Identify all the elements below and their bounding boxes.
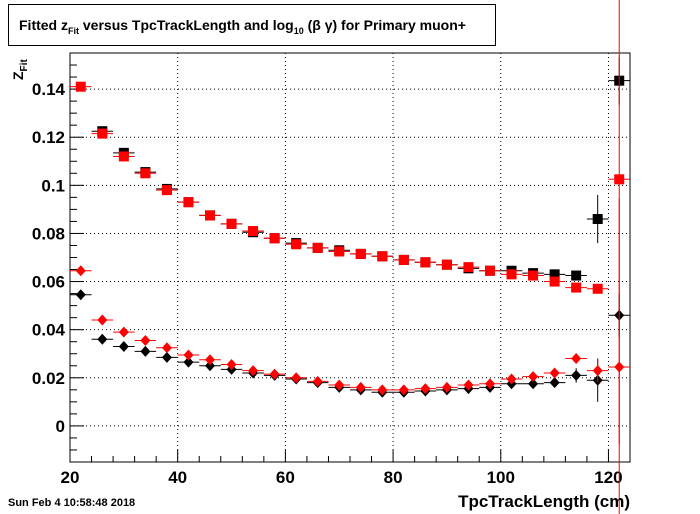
plot-frame bbox=[69, 52, 631, 463]
series-1-point-2 bbox=[118, 151, 129, 162]
y-axis-label: ZFit bbox=[10, 59, 30, 80]
y-tick-label-3: 0.06 bbox=[32, 273, 65, 292]
series-1-point-24 bbox=[592, 283, 603, 294]
series-1-point-22 bbox=[549, 276, 560, 287]
y-tick-label-1: 0.02 bbox=[32, 369, 65, 388]
series-3-point-3 bbox=[140, 335, 151, 347]
series-3-point-6 bbox=[205, 354, 215, 366]
series-1-point-3 bbox=[140, 168, 151, 179]
x-tick-label-0: 20 bbox=[61, 468, 80, 487]
series-0-point-23 bbox=[592, 214, 603, 225]
series-3-point-4 bbox=[161, 342, 172, 354]
series-1-point-5 bbox=[183, 197, 194, 208]
y-tick-label-0: 0 bbox=[56, 417, 65, 436]
series-1-point-6 bbox=[205, 210, 215, 221]
series-3-point-17 bbox=[441, 381, 452, 393]
timestamp: Sun Feb 4 10:58:48 2018 bbox=[8, 497, 136, 509]
series-2-point-22 bbox=[549, 377, 560, 389]
x-tick-label-3: 80 bbox=[384, 468, 403, 487]
series-1-point-1 bbox=[97, 128, 108, 139]
series-1-point-0 bbox=[75, 81, 86, 92]
series-3-point-20 bbox=[506, 373, 517, 385]
y-tick-label-4: 0.08 bbox=[32, 224, 65, 243]
y-tick-label-7: 0.14 bbox=[32, 80, 66, 99]
series-2-point-21 bbox=[528, 378, 539, 390]
series-2-point-2 bbox=[118, 341, 129, 353]
series-3-point-2 bbox=[118, 326, 129, 338]
series-3-point-23 bbox=[571, 353, 582, 365]
series-3-point-0 bbox=[75, 265, 86, 277]
series-1-point-11 bbox=[312, 242, 323, 253]
series-2-point-1 bbox=[97, 333, 108, 345]
x-tick-label-2: 60 bbox=[276, 468, 295, 487]
series-3-point-13 bbox=[355, 381, 366, 393]
series-1-point-17 bbox=[441, 259, 452, 270]
x-axis-label: TpcTrackLength (cm) bbox=[458, 492, 630, 511]
series-1-point-9 bbox=[269, 233, 280, 244]
series-2-point-6 bbox=[205, 360, 215, 372]
series-3-point-12 bbox=[334, 379, 345, 391]
series-2-point-4 bbox=[161, 351, 172, 363]
series-3-point-21 bbox=[528, 371, 539, 383]
series-1-point-8 bbox=[248, 226, 259, 237]
series-1-point-15 bbox=[398, 254, 409, 265]
series-1-point-20 bbox=[506, 269, 517, 280]
series-1-point-10 bbox=[291, 239, 302, 250]
x-tick-label-4: 100 bbox=[487, 468, 515, 487]
chart-title-box: Fitted zFit versus TpcTrackLength and lo… bbox=[8, 4, 496, 46]
series-3-point-10 bbox=[291, 372, 302, 384]
series-3-point-9 bbox=[269, 368, 280, 380]
series-1-point-12 bbox=[334, 246, 345, 257]
series-3-point-22 bbox=[549, 367, 560, 379]
series-3-point-15 bbox=[398, 384, 409, 396]
series-2-point-5 bbox=[183, 356, 194, 368]
series-3-point-25 bbox=[614, 361, 625, 373]
series-2-point-3 bbox=[140, 345, 151, 357]
chart-title: Fitted zFit versus TpcTrackLength and lo… bbox=[19, 17, 466, 36]
series-3-point-19 bbox=[485, 378, 495, 390]
y-tick-label-2: 0.04 bbox=[32, 321, 66, 340]
x-tick-label-5: 120 bbox=[594, 468, 622, 487]
series-1-point-4 bbox=[161, 185, 172, 196]
series-1-point-16 bbox=[420, 257, 431, 268]
series-1-point-14 bbox=[377, 251, 388, 262]
series-1-point-19 bbox=[485, 265, 495, 276]
series-3-point-1 bbox=[97, 314, 108, 326]
series-2-point-0 bbox=[75, 289, 86, 301]
series-1-point-25 bbox=[614, 174, 625, 185]
series-3-point-14 bbox=[377, 384, 388, 396]
series-1-point-23 bbox=[571, 282, 582, 293]
series-0-point-21 bbox=[549, 269, 560, 280]
series-3-point-11 bbox=[312, 375, 323, 387]
x-tick-label-1: 40 bbox=[168, 468, 187, 487]
series-1-point-18 bbox=[463, 262, 474, 273]
series-3-point-18 bbox=[463, 379, 474, 391]
series-1-point-21 bbox=[528, 270, 539, 281]
series-3-point-7 bbox=[226, 359, 237, 371]
y-tick-label-6: 0.12 bbox=[32, 128, 65, 147]
series-3-point-8 bbox=[248, 365, 259, 377]
series-2-point-23 bbox=[571, 369, 582, 381]
series-3-point-5 bbox=[183, 349, 194, 361]
series-1-point-7 bbox=[226, 218, 237, 229]
series-3-point-16 bbox=[420, 383, 431, 395]
y-tick-label-5: 0.1 bbox=[41, 176, 65, 195]
series-3-point-24 bbox=[592, 365, 603, 377]
series-0-point-22 bbox=[571, 270, 582, 281]
series-1-point-13 bbox=[355, 248, 366, 259]
